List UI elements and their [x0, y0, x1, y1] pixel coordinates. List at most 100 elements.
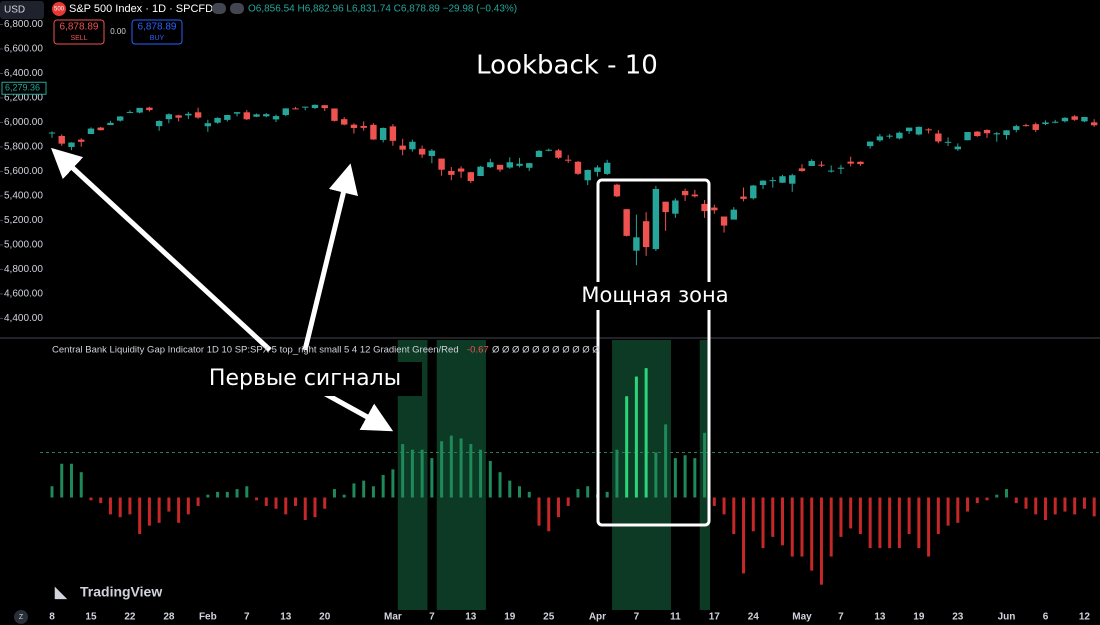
histogram-bar [235, 489, 239, 498]
candle-body [798, 168, 806, 171]
histogram-bar [303, 497, 307, 520]
currency[interactable]: USD [4, 5, 25, 16]
histogram-bar [410, 449, 414, 498]
candle-body [1090, 122, 1098, 126]
x-tick-label: 7 [634, 612, 640, 623]
candle-body [808, 160, 815, 166]
candle-body [779, 176, 786, 183]
badge-text: 500 [54, 7, 65, 13]
corner-button[interactable] [14, 610, 28, 624]
histogram-bar [50, 486, 54, 498]
candle-body [477, 166, 484, 176]
histogram-bar [1073, 497, 1077, 515]
chart-title: Lookback - 10 [476, 51, 658, 81]
histogram-bar [946, 497, 950, 526]
candle-body [769, 180, 776, 182]
candle-body [1042, 122, 1049, 125]
candle-body [146, 107, 153, 111]
toggle[interactable] [230, 3, 244, 14]
histogram-bar [761, 497, 765, 549]
candle-body [896, 132, 903, 139]
candle-body [983, 129, 991, 134]
histogram-bar [673, 458, 677, 498]
y-tick-label: 5,400.00 [4, 191, 43, 202]
candle-body [623, 209, 630, 236]
x-tick-label: 13 [465, 612, 477, 623]
toggle[interactable] [212, 3, 226, 14]
candle-body [1013, 126, 1020, 130]
candle-body [1071, 116, 1078, 120]
candle-body [185, 113, 192, 116]
candle-body [789, 175, 796, 184]
candle-body [535, 150, 543, 157]
histogram-bar [1024, 497, 1028, 509]
buy-label[interactable]: BUY [150, 35, 165, 42]
histogram-bar [108, 497, 112, 515]
histogram-bar [488, 460, 492, 498]
candle-body [711, 207, 718, 211]
candle-body [613, 184, 621, 197]
histogram-bar [849, 497, 853, 529]
y-tick-label: 5,800.00 [4, 142, 43, 153]
histogram-bar [1034, 497, 1038, 515]
arrow [302, 163, 359, 351]
histogram-bar [771, 497, 775, 537]
histogram-bar [605, 491, 609, 498]
candle-body [866, 141, 874, 147]
histogram-bar [556, 497, 560, 518]
histogram-bar [995, 494, 999, 498]
sell-label[interactable]: SELL [70, 35, 87, 42]
corner-label[interactable]: Z [19, 614, 24, 621]
candle-body [224, 114, 231, 120]
symbol[interactable]: S&P 500 Index · 1D · SPCFD [69, 3, 213, 15]
histogram-bar [927, 497, 931, 557]
candle-body [78, 139, 85, 142]
candle-body [253, 114, 260, 117]
indicator-placeholders: Ø Ø Ø Ø Ø Ø Ø Ø Ø Ø Ø [492, 345, 600, 356]
candle-body [428, 150, 436, 157]
histogram-bar [479, 449, 483, 498]
x-tick-label: 11 [670, 612, 681, 623]
x-tick-label: Mar [384, 612, 402, 623]
histogram-bar [225, 491, 229, 498]
y-tick-label: 6,800.00 [4, 19, 43, 30]
indicator-title[interactable]: Central Bank Liquidity Gap Indicator 1D … [52, 345, 459, 356]
histogram-bar [829, 497, 833, 557]
histogram-bar [206, 494, 210, 498]
histogram-bar [615, 449, 619, 498]
histogram-bar [868, 497, 872, 549]
buy-button[interactable] [131, 19, 183, 45]
candle-body [1061, 117, 1069, 122]
x-tick-label: Feb [199, 612, 217, 623]
histogram-bar [118, 497, 122, 518]
histogram-bar [342, 494, 346, 498]
histogram-bar [216, 491, 220, 498]
candle-body [448, 170, 455, 175]
histogram-bar [294, 497, 297, 506]
indicator-value: -0.67 [467, 345, 489, 356]
candle-body [58, 135, 65, 144]
buy-price[interactable]: 6,878.89 [138, 22, 177, 33]
histogram-bar [255, 497, 259, 501]
currency-box[interactable] [0, 1, 44, 19]
candle-body [905, 127, 913, 132]
x-tick-label: 19 [504, 612, 516, 623]
y-tick-label: 4,600.00 [4, 289, 43, 300]
candle-body [331, 108, 338, 121]
x-tick-label: 20 [319, 612, 331, 623]
histogram-bar [69, 463, 73, 498]
histogram-bar [362, 480, 366, 498]
histogram-bar [60, 463, 64, 498]
histogram-bar [420, 449, 424, 498]
histogram-bar [732, 497, 736, 535]
y-tick-label: 5,600.00 [4, 166, 43, 177]
histogram-bar [576, 489, 580, 498]
histogram-bar [99, 497, 103, 504]
x-tick-label: 6 [1043, 612, 1049, 623]
sell-price[interactable]: 6,878.89 [60, 22, 99, 33]
histogram-bar [313, 497, 317, 518]
y-tick-label: 5,000.00 [4, 240, 43, 251]
sell-button[interactable] [53, 19, 105, 45]
candle-body [759, 180, 767, 186]
histogram-bar [839, 497, 843, 537]
